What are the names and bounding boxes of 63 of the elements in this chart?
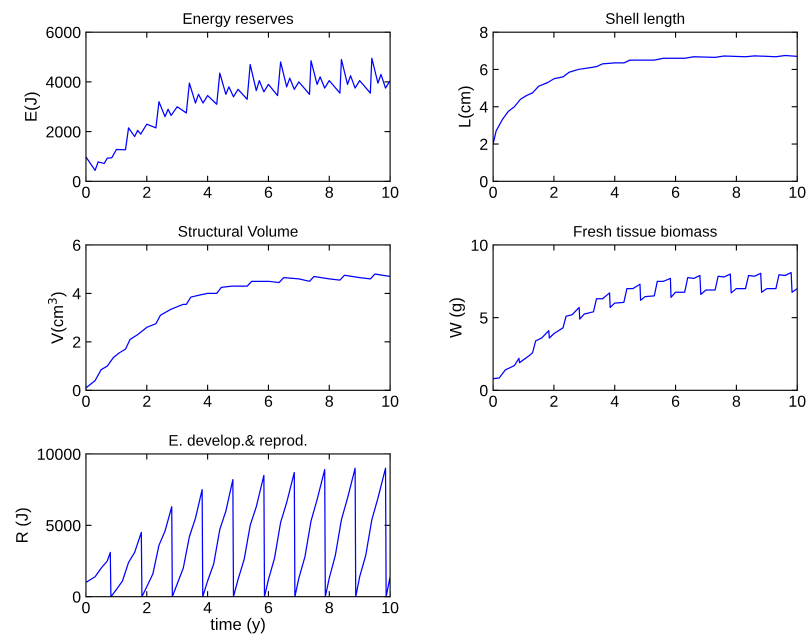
y-tick-label: 2 [480, 138, 488, 150]
x-tick-label: 2 [550, 186, 558, 198]
y-tick-label: 8 [480, 26, 488, 38]
x-tick-label: 6 [264, 186, 272, 198]
x-tick-label: 8 [732, 186, 740, 198]
y-tick-label: 4 [480, 102, 488, 113]
x-tick-label: 4 [204, 186, 212, 198]
chart-title: Structural Volume [178, 226, 298, 237]
x-tick-label: 6 [672, 186, 680, 198]
y-tick-label: 5 [480, 312, 488, 324]
x-tick-label: 6 [264, 602, 272, 614]
y-tick-label: 0 [72, 591, 80, 603]
x-tick-label: 4 [610, 396, 619, 407]
y-axis-title: R (J) [16, 508, 32, 542]
y-tick-label: 5000 [46, 520, 80, 532]
y-tick-label: 2000 [46, 126, 80, 138]
x-tick-label: 8 [326, 602, 334, 614]
x-tick-label: 2 [143, 186, 150, 198]
x-axis-title: time (y) [210, 618, 265, 634]
x-tick-label: 6 [264, 396, 272, 407]
chart-title: E. develop.& reprod. [170, 434, 306, 449]
chart-title: Fresh tissue biomass [574, 226, 717, 237]
x-tick-label: 0 [82, 396, 90, 407]
x-tick-label: 8 [326, 186, 334, 198]
y-tick-label: 6 [480, 64, 488, 76]
x-tick-label: 4 [204, 602, 212, 614]
y-axis-title: E(J) [24, 92, 40, 121]
x-tick-label: 0 [82, 602, 90, 614]
y-tick-label: 10 [472, 240, 488, 251]
x-tick-label: 10 [382, 186, 398, 198]
chart-title: Shell length [606, 12, 684, 27]
chart-title: Energy reserves [184, 13, 294, 27]
x-tick-label: 2 [143, 396, 150, 407]
x-tick-label: 6 [672, 396, 680, 407]
x-tick-label: 10 [382, 602, 398, 614]
y-tick-label: 4 [72, 288, 81, 300]
y-tick-label: 0 [72, 176, 80, 188]
y-tick-label: 0 [72, 384, 80, 396]
x-tick-label: 10 [790, 186, 806, 198]
x-tick-label: 0 [82, 186, 90, 198]
x-tick-label: 4 [204, 396, 212, 407]
y-axis-title: L(cm) [458, 86, 474, 127]
y-tick-label: 4000 [46, 76, 80, 88]
x-tick-label: 10 [790, 396, 806, 407]
x-tick-label: 2 [550, 396, 558, 407]
x-tick-label: 2 [143, 602, 150, 614]
y-tick-label: 0 [480, 176, 488, 188]
x-tick-label: 8 [732, 396, 740, 407]
y-tick-label: 6 [73, 240, 80, 251]
x-tick-label: 0 [489, 186, 497, 198]
x-tick-label: 0 [489, 396, 497, 407]
y-tick-label: 10000 [38, 448, 80, 460]
y-axis-title: V(cm$^{3}$) [48, 292, 66, 344]
y-tick-label: 2 [73, 336, 80, 348]
x-tick-label: 8 [326, 396, 334, 407]
y-tick-label: 0 [480, 384, 488, 396]
y-tick-label: 6000 [46, 26, 80, 38]
x-tick-label: 10 [382, 396, 398, 407]
y-axis-title: W (g) [449, 298, 465, 338]
line-series [493, 54, 798, 145]
line-series [493, 272, 798, 380]
x-tick-label: 4 [610, 186, 619, 198]
line-series [86, 58, 390, 172]
